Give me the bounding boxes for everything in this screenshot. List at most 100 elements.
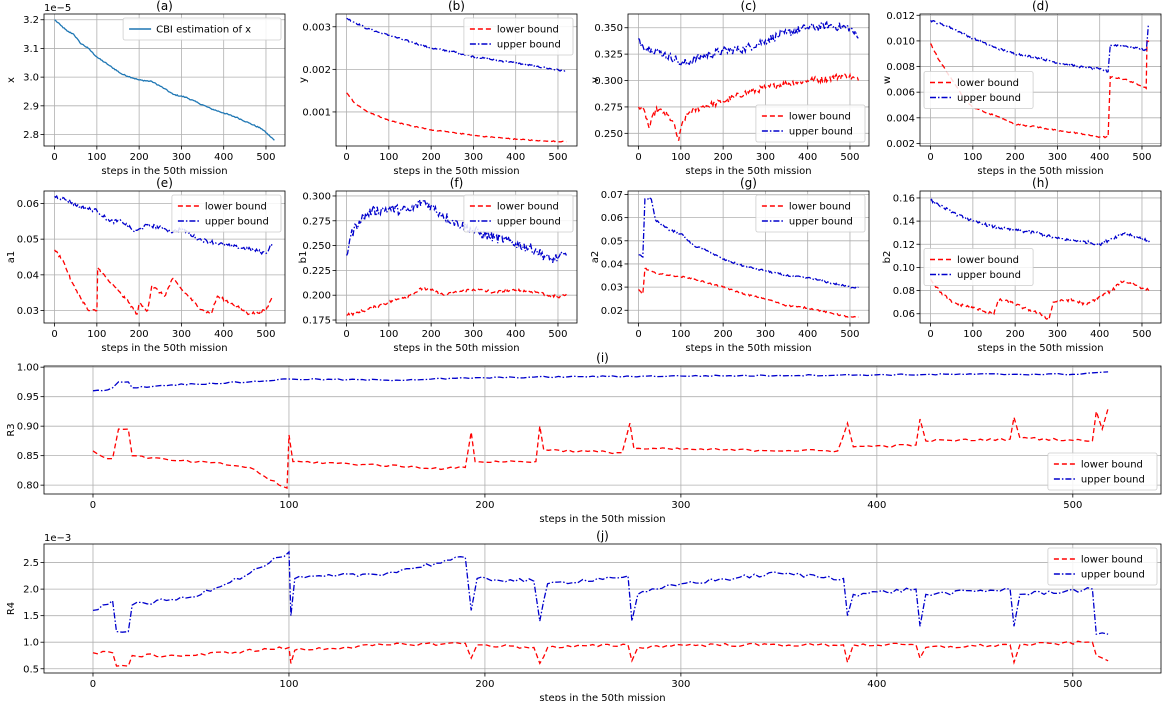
legend-label: upper bound: [1081, 570, 1145, 581]
legend-label: upper bound: [205, 217, 269, 228]
panel-a: 0 100 200 300 400 500 2.8 2.9 3.0 3.1 3.2 (a) steps …: [6, 0, 286, 177]
y-tick-label: 0.06: [17, 199, 39, 210]
x-tick-label: 100: [963, 329, 982, 340]
y-tick-label: 0.003: [302, 22, 331, 33]
y-tick-label: 0.006: [886, 88, 915, 99]
legend: lower bound upper bound: [755, 194, 866, 233]
axes-frame: [335, 190, 578, 324]
axes-frame: [627, 13, 870, 147]
y-tick-label: 0.5: [23, 664, 39, 675]
y-tick-label: 0.300: [594, 76, 623, 87]
axis-offset-text: 1e−5: [44, 3, 71, 14]
legend-label: CBI estimation of x: [156, 25, 251, 36]
legend-label: upper bound: [789, 217, 853, 228]
y-tick-label: 0.03: [601, 283, 623, 294]
y-tick-label: 0.10: [893, 263, 915, 274]
series-line-lower-bound: [638, 267, 859, 319]
y-tick-label: 2.0: [23, 585, 39, 596]
x-tick-label: 300: [464, 329, 483, 340]
legend: lower bound upper bound: [1047, 547, 1158, 586]
panel-title: (g): [740, 176, 757, 190]
y-tick-label: 0.16: [893, 193, 915, 204]
y-tick-label: 1.00: [17, 363, 39, 374]
x-axis-label: steps in the 50th mission: [685, 343, 811, 354]
x-tick-label: 400: [867, 679, 886, 690]
legend-box: [463, 17, 574, 56]
x-tick-label: 200: [714, 329, 733, 340]
series-line-lower-bound: [346, 92, 567, 143]
y-tick-label: 3.0: [23, 73, 39, 84]
x-tick-label: 500: [548, 329, 567, 340]
y-tick-label: 0.002: [302, 65, 331, 76]
y-axis-label: a1: [6, 251, 17, 264]
y-tick-label: 1.5: [23, 611, 39, 622]
panel-title: (b): [448, 0, 465, 13]
y-tick-label: 0.250: [594, 129, 623, 140]
y-tick-label: 0.012: [886, 11, 915, 22]
x-axis-label: steps in the 50th mission: [101, 166, 227, 177]
y-axis-label: x: [6, 77, 17, 83]
panel-title: (j): [596, 529, 609, 543]
x-axis-label: steps in the 50th mission: [539, 693, 665, 701]
x-axis-label: steps in the 50th mission: [101, 343, 227, 354]
legend: CBI estimation of x: [122, 17, 282, 41]
legend-label: lower bound: [205, 202, 267, 213]
x-axis-label: steps in the 50th mission: [393, 343, 519, 354]
panel-title: (e): [156, 176, 173, 190]
x-tick-label: 0: [927, 329, 933, 340]
x-tick-label: 400: [506, 152, 525, 163]
series-line-cbi-estimation-of-x: [54, 19, 275, 141]
y-tick-label: 0.350: [594, 23, 623, 34]
x-tick-label: 100: [379, 152, 398, 163]
x-tick-label: 400: [1090, 152, 1109, 163]
series-line-lower-bound: [92, 408, 1109, 490]
x-axis-label: steps in the 50th mission: [539, 514, 665, 525]
legend-box: [122, 17, 282, 41]
y-tick-label: 0.225: [302, 266, 331, 277]
x-tick-label: 200: [475, 679, 494, 690]
x-tick-label: 100: [279, 500, 298, 511]
y-tick-label: 0.200: [302, 291, 331, 302]
y-tick-label: 0.008: [886, 62, 915, 73]
legend-box: [1047, 547, 1158, 586]
axes-frame: [43, 13, 286, 147]
legend-label: upper bound: [497, 40, 561, 51]
legend-box: [923, 248, 1034, 286]
series-line-lower-bound: [930, 39, 1151, 139]
y-tick-label: 0.80: [17, 481, 39, 492]
panel-h: 0 100 200 300 400 500 0.06 0.08 0.10 0.12 0.14 0.16…: [882, 176, 1162, 354]
legend-label: lower bound: [789, 202, 851, 213]
panel-c: 0 100 200 300 400 500 0.250 0.275 0.300 0.325 0.35…: [590, 0, 870, 177]
legend-box: [1047, 452, 1158, 491]
y-tick-label: 3.2: [23, 15, 39, 26]
x-tick-label: 100: [671, 329, 690, 340]
y-tick-label: 0.175: [302, 316, 331, 327]
x-tick-label: 300: [172, 329, 191, 340]
series-line-upper-bound: [346, 198, 567, 263]
legend-label: lower bound: [497, 25, 559, 36]
legend-label: upper bound: [497, 217, 561, 228]
x-tick-label: 0: [343, 152, 349, 163]
y-tick-label: 2.5: [23, 558, 39, 569]
panel-title: (d): [1032, 0, 1049, 13]
y-tick-label: 0.85: [17, 451, 39, 462]
y-tick-label: 0.325: [594, 50, 623, 61]
y-tick-label: 0.04: [601, 259, 623, 270]
y-tick-label: 0.06: [893, 309, 915, 320]
y-tick-label: 0.12: [893, 240, 915, 251]
y-tick-label: 0.90: [17, 422, 39, 433]
y-tick-label: 0.14: [893, 217, 915, 228]
y-tick-label: 0.001: [302, 107, 331, 118]
x-tick-label: 300: [172, 152, 191, 163]
x-tick-label: 200: [130, 152, 149, 163]
y-tick-label: 0.08: [893, 286, 915, 297]
y-tick-label: 0.03: [17, 306, 39, 317]
x-tick-label: 400: [1090, 329, 1109, 340]
panel-title: (h): [1032, 176, 1049, 190]
legend-label: lower bound: [1081, 555, 1143, 566]
x-tick-label: 300: [1048, 152, 1067, 163]
legend-box: [755, 104, 866, 143]
y-tick-label: 0.02: [601, 306, 623, 317]
x-tick-label: 0: [51, 329, 57, 340]
